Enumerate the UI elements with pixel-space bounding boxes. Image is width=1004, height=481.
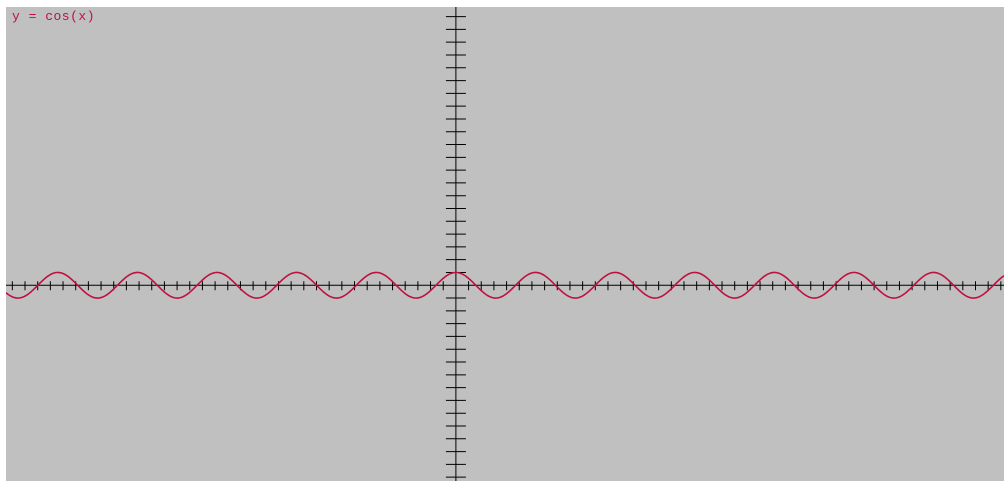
x-axis (6, 281, 1004, 291)
cosine-curve (6, 271, 1004, 299)
y-axis (445, 7, 466, 481)
equation-label: y = cos(x) (12, 9, 96, 24)
curve-layer (6, 271, 1004, 299)
plot-area: y = cos(x) (6, 7, 1004, 481)
plot-canvas (6, 7, 1004, 481)
